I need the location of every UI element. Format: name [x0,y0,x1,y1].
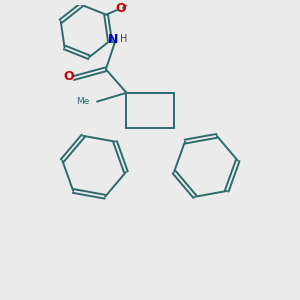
Text: O: O [115,2,125,15]
Text: N: N [108,33,119,46]
Text: H: H [120,34,128,44]
Text: O: O [63,70,74,83]
Text: Me: Me [76,97,90,106]
